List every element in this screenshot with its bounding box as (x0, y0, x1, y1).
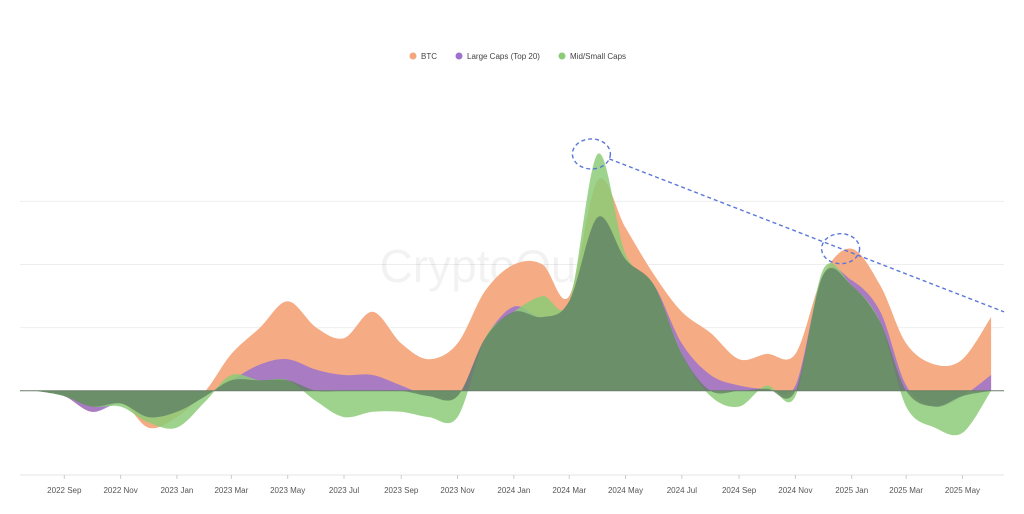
legend-label-mid-small-caps: Mid/Small Caps (570, 52, 626, 61)
legend-item-large-caps[interactable]: Large Caps (Top 20) (455, 52, 541, 61)
x-tick-label-2: 2023 Jan (160, 486, 193, 495)
x-tick-label-13: 2024 Nov (778, 486, 812, 495)
legend[interactable]: BTC Large Caps (Top 20) Mid/Small Caps (409, 52, 627, 61)
x-tick-label-5: 2023 Jul (329, 486, 359, 495)
x-tick-label-4: 2023 May (270, 486, 305, 495)
annotation-trendline (609, 158, 1005, 313)
x-tick-label-8: 2024 Jan (497, 486, 530, 495)
legend-label-large-caps: Large Caps (Top 20) (467, 52, 540, 61)
x-tick-label-11: 2024 Jul (667, 486, 697, 495)
x-axis: 2022 Sep 2022 Nov 2023 Jan 2023 Mar 2023 May… (20, 474, 1004, 495)
annotations (571, 138, 1005, 313)
annotation-circle-1 (820, 232, 861, 265)
x-tick-label-10: 2024 May (608, 486, 643, 495)
x-tick-label-14: 2025 Jan (835, 486, 868, 495)
x-tick-label-0: 2022 Sep (47, 486, 82, 495)
legend-item-btc[interactable]: BTC (409, 52, 438, 61)
x-tick-label-7: 2023 Nov (440, 486, 474, 495)
legend-item-mid-small-caps[interactable]: Mid/Small Caps (558, 52, 627, 61)
x-tick-label-16: 2025 May (945, 486, 980, 495)
legend-swatch-mid-small-caps (558, 52, 566, 60)
x-tick-label-6: 2023 Sep (384, 486, 419, 495)
legend-swatch-btc (409, 52, 417, 60)
legend-label-btc: BTC (421, 52, 437, 61)
x-tick-label-3: 2023 Mar (214, 486, 248, 495)
series-overlap-area (35, 216, 992, 418)
x-tick-label-15: 2025 Mar (889, 486, 923, 495)
x-tick-label-12: 2024 Sep (722, 486, 757, 495)
x-tick-label-9: 2024 Mar (552, 486, 586, 495)
series-areas (35, 153, 992, 436)
legend-swatch-large-caps (455, 52, 463, 60)
x-tick-label-1: 2022 Nov (103, 486, 137, 495)
annotation-circle-0 (571, 138, 612, 170)
